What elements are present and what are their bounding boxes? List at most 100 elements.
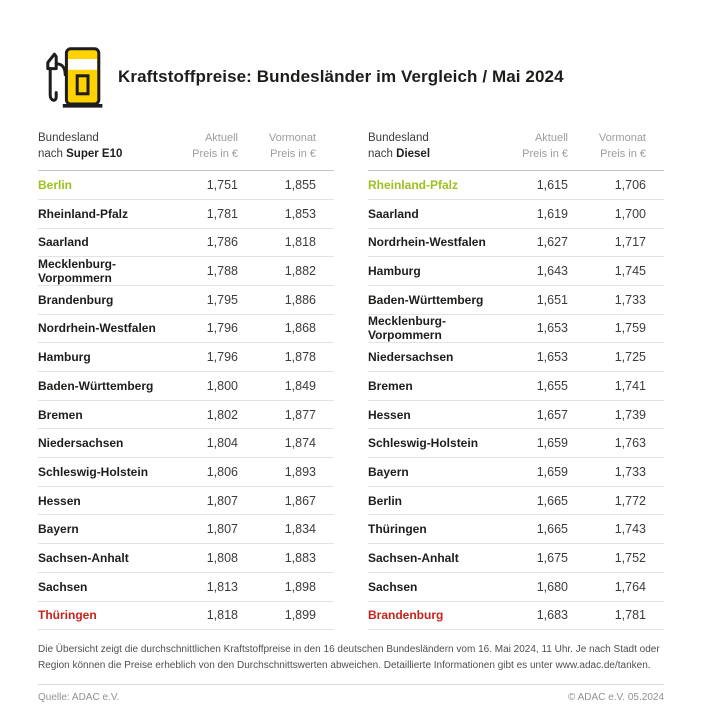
state-name: Rheinland-Pfalz xyxy=(368,178,459,193)
current-price: 1,615 xyxy=(536,178,568,193)
current-price: 1,751 xyxy=(206,178,238,193)
table-body-super-e10: Berlin 1,751 1,855 Rheinland-Pfalz 1,781… xyxy=(38,171,334,631)
table-row: Saarland 1,786 1,818 xyxy=(38,229,334,258)
state-name: Bremen xyxy=(38,407,83,422)
table-row: Schleswig-Holstein 1,659 1,763 xyxy=(368,429,664,459)
previous-month-price: 1,772 xyxy=(614,493,646,508)
table-row: Niedersachsen 1,804 1,874 xyxy=(38,429,334,459)
column-header-current: Aktuell Preis in € xyxy=(192,132,238,160)
current-price: 1,651 xyxy=(536,292,568,307)
previous-month-price: 1,886 xyxy=(284,292,316,307)
state-name: Bayern xyxy=(368,464,409,479)
fuel-type-label: Super E10 xyxy=(66,148,123,161)
current-price: 1,659 xyxy=(536,436,568,451)
table-row: Rheinland-Pfalz 1,781 1,853 xyxy=(38,200,334,229)
current-price: 1,807 xyxy=(206,493,238,508)
state-name: Hessen xyxy=(368,407,411,422)
table-row: Mecklenburg-Vorpommern 1,788 1,882 xyxy=(38,257,334,286)
table-row: Bayern 1,659 1,733 xyxy=(368,458,664,487)
state-name: Berlin xyxy=(38,178,73,193)
current-price: 1,659 xyxy=(536,464,568,479)
previous-month-price: 1,867 xyxy=(284,493,316,508)
state-name: Brandenburg xyxy=(38,292,114,307)
table-row: Baden-Württemberg 1,800 1,849 xyxy=(38,372,334,401)
copyright-note: © ADAC e.V. 05.2024 xyxy=(568,692,664,704)
previous-month-price: 1,739 xyxy=(614,407,646,422)
state-name: Schleswig-Holstein xyxy=(38,464,149,479)
tables-area: Bundesland nach Super E10 Aktuell Preis … xyxy=(38,128,664,631)
current-price: 1,675 xyxy=(536,550,568,565)
previous-month-price: 1,898 xyxy=(284,579,316,594)
current-price: 1,806 xyxy=(206,464,238,479)
table-row: Bremen 1,802 1,877 xyxy=(38,401,334,430)
table-row: Berlin 1,665 1,772 xyxy=(368,487,664,516)
previous-month-price: 1,700 xyxy=(614,206,646,221)
previous-month-price: 1,763 xyxy=(614,436,646,451)
column-header-previous-month: Vormonat Preis in € xyxy=(598,132,646,160)
current-price: 1,665 xyxy=(536,493,568,508)
previous-month-price: 1,745 xyxy=(614,264,646,279)
current-price: 1,808 xyxy=(206,550,238,565)
header: Kraftstoffpreise: Bundesländer im Vergle… xyxy=(0,0,710,122)
table-row: Sachsen-Anhalt 1,808 1,883 xyxy=(38,544,334,573)
previous-month-price: 1,741 xyxy=(614,378,646,393)
current-price: 1,653 xyxy=(536,321,568,336)
previous-month-price: 1,743 xyxy=(614,522,646,537)
current-price: 1,800 xyxy=(206,378,238,393)
previous-month-price: 1,877 xyxy=(284,407,316,422)
column-header-state: Bundesland nach Super E10 xyxy=(38,130,168,162)
current-price: 1,813 xyxy=(206,579,238,594)
current-price: 1,655 xyxy=(536,378,568,393)
current-price: 1,818 xyxy=(206,608,238,623)
state-name: Mecklenburg-Vorpommern xyxy=(38,257,117,286)
state-name: Saarland xyxy=(38,235,89,250)
table-row: Sachsen 1,680 1,764 xyxy=(368,573,664,602)
previous-month-price: 1,834 xyxy=(284,522,316,537)
previous-month-price: 1,706 xyxy=(614,178,646,193)
table-row: Baden-Württemberg 1,651 1,733 xyxy=(368,286,664,315)
current-price: 1,781 xyxy=(206,206,238,221)
table-header-super-e10: Bundesland nach Super E10 Aktuell Preis … xyxy=(38,128,334,172)
previous-month-price: 1,733 xyxy=(614,464,646,479)
source-note: Quelle: ADAC e.V. xyxy=(38,692,120,704)
state-name: Sachsen-Anhalt xyxy=(368,550,459,565)
current-price: 1,786 xyxy=(206,235,238,250)
state-name: Nordrhein-Westfalen xyxy=(368,235,486,250)
current-price: 1,796 xyxy=(206,350,238,365)
previous-month-price: 1,893 xyxy=(284,464,316,479)
state-name: Baden-Württemberg xyxy=(368,292,484,307)
current-price: 1,627 xyxy=(536,235,568,250)
table-row: Hamburg 1,796 1,878 xyxy=(38,343,334,372)
table-row: Saarland 1,619 1,700 xyxy=(368,200,664,229)
state-name: Nordrhein-Westfalen xyxy=(38,321,156,336)
table-body-diesel: Rheinland-Pfalz 1,615 1,706 Saarland 1,6… xyxy=(368,171,664,631)
table-row: Hessen 1,807 1,867 xyxy=(38,487,334,516)
state-name: Hamburg xyxy=(38,350,91,365)
state-name: Hessen xyxy=(38,493,81,508)
footnote: Die Übersicht zeigt die durchschnittlich… xyxy=(38,644,660,672)
current-price: 1,804 xyxy=(206,436,238,451)
fuel-pump-icon xyxy=(46,47,103,108)
table-row: Hamburg 1,643 1,745 xyxy=(368,257,664,286)
previous-month-price: 1,853 xyxy=(284,206,316,221)
state-name: Sachsen-Anhalt xyxy=(38,550,129,565)
previous-month-price: 1,764 xyxy=(614,579,646,594)
state-name: Thüringen xyxy=(38,608,97,623)
previous-month-price: 1,883 xyxy=(284,550,316,565)
previous-month-price: 1,899 xyxy=(284,608,316,623)
previous-month-price: 1,868 xyxy=(284,321,316,336)
current-price: 1,619 xyxy=(536,206,568,221)
state-name: Sachsen xyxy=(368,579,418,594)
fuel-type-label: Diesel xyxy=(396,148,431,161)
state-name: Niedersachsen xyxy=(38,436,124,451)
current-price: 1,802 xyxy=(206,407,238,422)
state-name: Niedersachsen xyxy=(368,350,454,365)
previous-month-price: 1,717 xyxy=(614,235,646,250)
previous-month-price: 1,733 xyxy=(614,292,646,307)
table-row: Sachsen 1,813 1,898 xyxy=(38,573,334,602)
table-row: Thüringen 1,818 1,899 xyxy=(38,602,334,631)
current-price: 1,657 xyxy=(536,407,568,422)
state-name: Brandenburg xyxy=(368,608,444,623)
current-price: 1,665 xyxy=(536,522,568,537)
